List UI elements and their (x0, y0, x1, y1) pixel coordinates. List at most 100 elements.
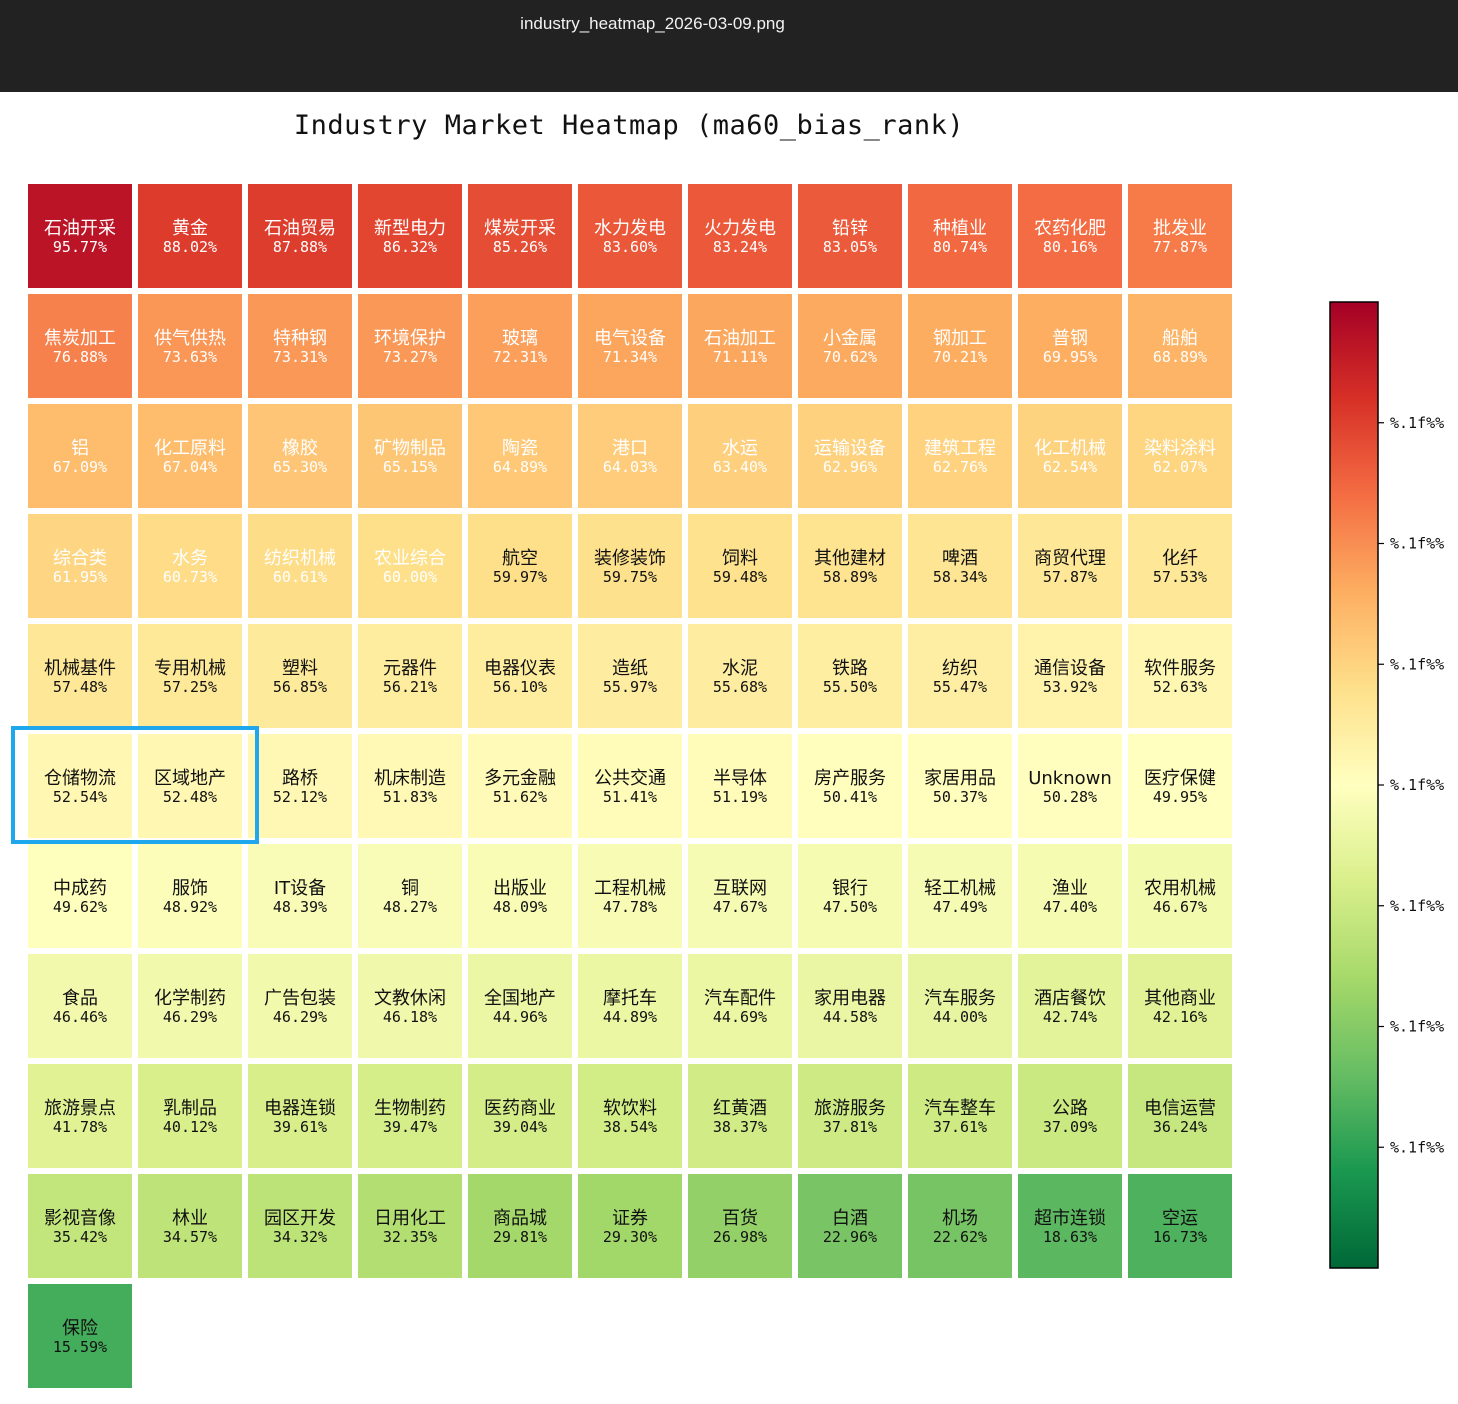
heatmap-cell-name: 种植业 (933, 218, 987, 239)
heatmap-cell-fill (28, 184, 132, 288)
heatmap-cell-name: 农业综合 (374, 548, 446, 569)
heatmap-cell-name: 区域地产 (154, 768, 226, 789)
heatmap-cell-fill (248, 844, 352, 948)
heatmap-cell-value: 59.97% (493, 568, 547, 586)
heatmap-cell-fill (138, 404, 242, 508)
heatmap-cell-name: 通信设备 (1034, 658, 1106, 679)
heatmap-cell-value: 44.58% (823, 1008, 877, 1026)
heatmap-cell-value: 57.25% (163, 678, 217, 696)
colorbar-tick-label: %.1f%% (1390, 1018, 1444, 1036)
heatmap-cell-fill (358, 184, 462, 288)
heatmap-cell-name: 水力发电 (594, 218, 666, 239)
heatmap-cell-value: 70.62% (823, 348, 877, 366)
heatmap-cell-fill (138, 734, 242, 838)
heatmap-cell-name: 半导体 (713, 768, 767, 789)
heatmap-cell-fill (358, 404, 462, 508)
heatmap-cell-fill (798, 1174, 902, 1278)
heatmap-cell-fill (28, 1064, 132, 1168)
heatmap-cell-fill (688, 624, 792, 728)
heatmap-cell-name: 饲料 (722, 548, 758, 569)
heatmap-cell-fill (1018, 734, 1122, 838)
heatmap-cell-fill (688, 844, 792, 948)
heatmap-cell-value: 18.63% (1043, 1228, 1097, 1246)
heatmap-cell-value: 50.37% (933, 788, 987, 806)
heatmap-cell-fill (798, 514, 902, 618)
heatmap-cell-fill (358, 734, 462, 838)
heatmap-cell-fill (798, 624, 902, 728)
heatmap-cell-name: 电器连锁 (264, 1098, 336, 1119)
heatmap-cell-value: 65.15% (383, 458, 437, 476)
heatmap-cell-value: 32.35% (383, 1228, 437, 1246)
heatmap-cell-fill (138, 184, 242, 288)
heatmap-cell-fill (908, 404, 1012, 508)
heatmap-cell-name: 摩托车 (603, 988, 657, 1009)
colorbar-tick-label: %.1f%% (1390, 897, 1444, 915)
colorbar-gradient (1329, 301, 1379, 1269)
heatmap-cell-name: 园区开发 (264, 1208, 336, 1229)
heatmap-cell-fill (578, 1174, 682, 1278)
heatmap-cell-value: 73.63% (163, 348, 217, 366)
heatmap-cell-value: 60.61% (273, 568, 327, 586)
heatmap-cell-name: 空运 (1162, 1208, 1198, 1229)
heatmap-cell-fill (578, 954, 682, 1058)
heatmap-cell-name: 新型电力 (374, 218, 446, 239)
heatmap-cell-name: 多元金融 (484, 768, 556, 789)
heatmap-cell-name: 普钢 (1052, 328, 1088, 349)
heatmap-cell-value: 22.96% (823, 1228, 877, 1246)
heatmap-cell-name: 食品 (62, 988, 98, 1009)
heatmap-cell-value: 52.63% (1153, 678, 1207, 696)
heatmap-cell-value: 71.11% (713, 348, 767, 366)
heatmap-cell-name: 其他商业 (1144, 988, 1216, 1009)
heatmap-cell-name: 汽车配件 (704, 988, 776, 1009)
heatmap-cell-fill (688, 954, 792, 1058)
heatmap-cell-fill (248, 1064, 352, 1168)
heatmap-cell-value: 49.95% (1153, 788, 1207, 806)
heatmap-cell-value: 51.83% (383, 788, 437, 806)
heatmap-cell-name: 路桥 (282, 768, 318, 789)
heatmap-cell-value: 72.31% (493, 348, 547, 366)
heatmap-cell-name: 焦炭加工 (44, 328, 116, 349)
heatmap-cell-fill (28, 1174, 132, 1278)
heatmap-cell-fill (358, 954, 462, 1058)
heatmap-cell-value: 46.29% (273, 1008, 327, 1026)
heatmap-cell-name: 水泥 (722, 658, 758, 679)
heatmap-cell-name: 公路 (1052, 1098, 1088, 1119)
colorbar-tick-label: %.1f%% (1390, 414, 1444, 432)
heatmap-cell-fill (248, 184, 352, 288)
heatmap-cell-fill (28, 294, 132, 398)
heatmap-cell-fill (468, 1174, 572, 1278)
heatmap-cell-name: 商品城 (493, 1208, 547, 1229)
heatmap-cell-fill (468, 1064, 572, 1168)
heatmap-cell-fill (1128, 844, 1232, 948)
heatmap-cell-value: 46.67% (1153, 898, 1207, 916)
heatmap-cell-value: 59.75% (603, 568, 657, 586)
heatmap-cell-name: 保险 (62, 1318, 98, 1339)
heatmap-cell-value: 63.40% (713, 458, 767, 476)
heatmap-cell-value: 52.54% (53, 788, 107, 806)
heatmap-cell-fill (1018, 294, 1122, 398)
